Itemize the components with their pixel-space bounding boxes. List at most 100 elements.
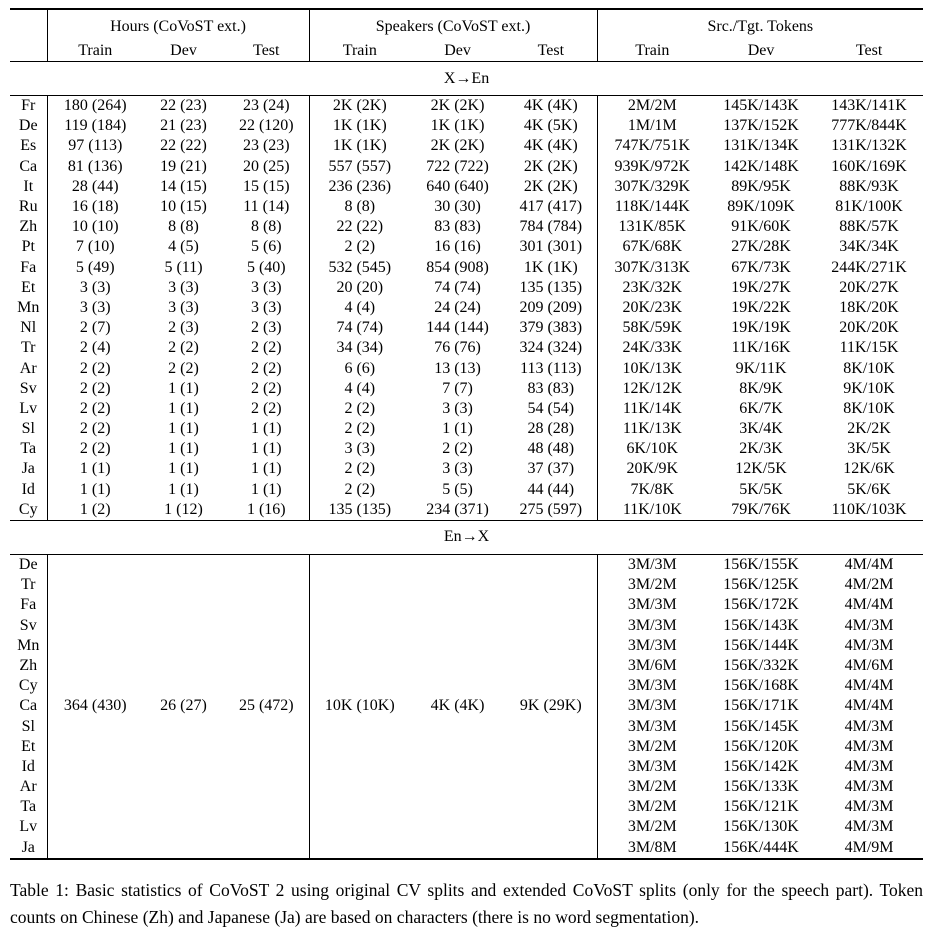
stat-cell: 11K/13K — [596, 419, 708, 440]
stat-cell: 8 (8) — [168, 218, 199, 236]
lang-code-cell: Zh — [19, 218, 38, 236]
stat-cell: 88K/93K — [839, 177, 899, 195]
lang-code-cell: Fr — [21, 97, 36, 115]
stat-cell: 156K/121K — [723, 798, 799, 816]
table-header: Hours (CoVoST ext.) Speakers (CoVoST ext… — [10, 9, 924, 62]
stat-cell: 4 (4) — [308, 378, 411, 399]
stat-cell: 156K/332K — [723, 656, 799, 674]
stat-cell: 1K (1K) — [308, 136, 411, 157]
table-row: Ja 3M/8M 156K/444K 4M/9M — [10, 837, 923, 859]
stat-cell: 2 (2) — [308, 237, 411, 258]
lang-code-cell: De — [18, 117, 38, 135]
stat-cell: 3K/5K — [847, 440, 891, 458]
stat-cell: 3M/3M — [596, 554, 708, 576]
stat-cell: 54 (54) — [527, 399, 575, 417]
table-row: Fr 180 (264) 22 (23) 23 (24) 2K (2K) 2K (2K) 4… — [10, 95, 923, 117]
table-row: Sv 3M/3M 156K/143K 4M/3M — [10, 615, 923, 636]
stat-cell — [308, 837, 411, 859]
stat-cell: 16 (16) — [434, 238, 481, 256]
stat-cell: 83 (83) — [527, 379, 575, 397]
lang-code-cell: Tr — [20, 339, 36, 357]
stat-cell — [224, 656, 309, 676]
stat-cell — [308, 817, 411, 838]
stat-cell: 12K/6K — [843, 460, 895, 478]
stat-cell: 3 (3) — [250, 278, 282, 296]
stat-cell: 2 (2) — [46, 419, 143, 440]
stat-cell — [143, 777, 224, 797]
stat-cell: 143K/141K — [831, 97, 907, 115]
stat-cell: 1 (1) — [442, 420, 473, 438]
stat-cell: 131K/132K — [831, 137, 907, 155]
stat-cell — [143, 616, 224, 636]
stat-cell: 1 (16) — [246, 500, 286, 518]
stat-cell: 20K/9K — [596, 459, 708, 480]
stat-cell: 81K/100K — [835, 198, 903, 216]
stat-cell — [143, 595, 224, 615]
stat-cell: 20 (25) — [242, 157, 290, 175]
stat-cell — [46, 554, 143, 576]
group-header-speakers: Speakers (CoVoST ext.) — [308, 9, 598, 40]
sub-header-dev: Dev — [747, 41, 775, 59]
corner-cell — [10, 9, 47, 40]
stat-cell: 209 (209) — [519, 298, 583, 316]
stat-cell — [505, 554, 597, 575]
stat-cell: 67K/68K — [596, 237, 708, 258]
corner-cell — [10, 40, 47, 62]
stat-cell: 23 (24) — [242, 97, 290, 115]
stat-cell: 28 (44) — [46, 176, 143, 197]
stat-cell: 156K/143K — [723, 616, 799, 634]
stat-cell: 76 (76) — [434, 339, 481, 357]
stat-cell — [46, 777, 143, 798]
stat-cell — [46, 716, 143, 737]
stat-cell: 81 (136) — [46, 156, 143, 177]
table-row: Sv 2 (2) 1 (1) 2 (2) 4 (4) 7 (7) 83 (83) 12K/12… — [10, 378, 923, 399]
stat-cell: 244K/271K — [831, 258, 907, 276]
stat-cell: 1 (1) — [168, 440, 199, 458]
stat-cell — [224, 616, 309, 636]
stat-cell: 10K (10K) — [308, 696, 411, 717]
stat-cell: 5K/5K — [739, 480, 783, 498]
stat-cell: 2K/3K — [739, 440, 783, 458]
stat-cell: 5 (40) — [246, 258, 286, 276]
stat-cell: 2K (2K) — [308, 95, 411, 117]
stat-cell: 11K/10K — [596, 499, 708, 521]
table-row: Ar 2 (2) 2 (2) 2 (2) 6 (6) 13 (13) 113 (113) 10… — [10, 358, 923, 379]
stat-cell — [410, 757, 505, 777]
stat-cell — [46, 797, 143, 818]
stat-cell: 119 (184) — [46, 116, 143, 137]
stat-cell: 135 (135) — [308, 499, 411, 521]
stat-cell: 2K (2K) — [523, 157, 578, 175]
stat-cell: 3M/3M — [596, 696, 708, 717]
stat-cell: 1K (1K) — [523, 258, 578, 276]
stat-cell: 2K/2K — [847, 420, 891, 438]
stat-cell: 2 (7) — [46, 318, 143, 339]
table-row: Zh 3M/6M 156K/332K 4M/6M — [10, 655, 923, 677]
stat-cell: 307K/329K — [596, 176, 708, 197]
stat-cell: 131K/85K — [596, 217, 708, 238]
stat-cell: 2 (2) — [46, 398, 143, 419]
stat-cell — [308, 736, 411, 757]
stat-cell: 20 (20) — [308, 277, 411, 298]
stat-cell — [505, 716, 597, 736]
stat-cell: 2 (3) — [168, 319, 199, 337]
stat-cell: 4M/4M — [844, 697, 894, 715]
stat-cell: 5 (49) — [46, 257, 143, 278]
stat-cell — [410, 554, 505, 575]
stat-cell: 24K/33K — [596, 338, 708, 359]
stat-cell: 640 (640) — [426, 177, 489, 195]
stat-cell — [505, 595, 597, 615]
stat-cell: 11K/16K — [731, 339, 791, 357]
stat-cell: 79K/76K — [731, 500, 791, 518]
stat-cell — [505, 757, 597, 777]
stat-cell: 8K/10K — [843, 359, 895, 377]
stat-cell: 2 (2) — [308, 459, 411, 480]
stat-cell — [505, 636, 597, 656]
stat-cell: 3K/4K — [739, 420, 783, 438]
lang-code-cell: Ta — [20, 798, 37, 816]
table-row: Ca 81 (136) 19 (21) 20 (25) 557 (557) 722 (72… — [10, 156, 923, 177]
stat-cell: 2 (2) — [46, 358, 143, 379]
lang-code-cell: Ru — [18, 198, 38, 216]
stat-cell: 1 (1) — [46, 479, 143, 500]
table-row: Fa 5 (49) 5 (11) 5 (40) 532 (545) 854 (908) 1K… — [10, 257, 923, 278]
